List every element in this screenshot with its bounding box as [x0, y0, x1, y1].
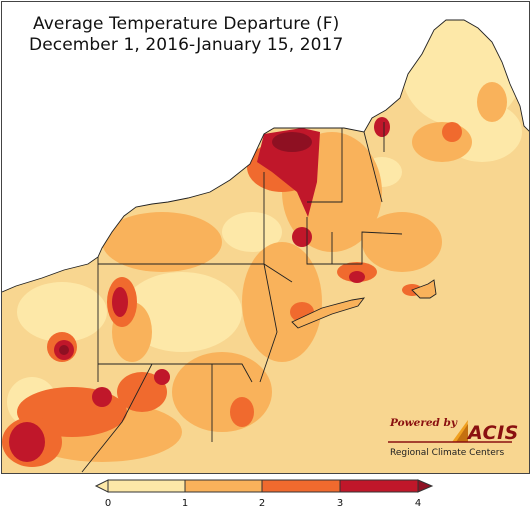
legend-tick-1: 1: [181, 498, 189, 509]
boundaries: [2, 19, 529, 473]
acis-name-label: ACIS: [468, 422, 519, 444]
zone-3-4: [9, 117, 390, 462]
cape-cod: [411, 279, 437, 299]
long-island: [291, 297, 366, 329]
title-line-1: Average Temperature Departure (F): [33, 14, 340, 34]
legend-arrow-right: [417, 479, 434, 493]
legend-band-2: [261, 479, 341, 493]
zone-4-plus: [59, 132, 312, 355]
legend-arrow-left: [94, 479, 109, 493]
title-line-2: December 1, 2016-January 15, 2017: [29, 35, 344, 55]
map-frame: Average Temperature Departure (F) Decemb…: [1, 1, 530, 474]
legend-band-3: [339, 479, 419, 493]
legend-colorbar: [94, 479, 434, 493]
legend-band-0: [107, 479, 186, 493]
acis-swoosh-icon: [388, 420, 512, 443]
legend-tick-2: 2: [258, 498, 266, 509]
powered-by-label: Powered by: [390, 417, 457, 429]
temperature-departure-map: [2, 2, 529, 473]
legend-band-1: [184, 479, 263, 493]
map-title: Average Temperature Departure (F) Decemb…: [29, 14, 343, 56]
legend-tick-0: 0: [104, 498, 112, 509]
legend-tick-4: 4: [414, 498, 422, 509]
color-legend: 0 1 2 3 4: [0, 476, 531, 511]
legend-tick-3: 3: [336, 498, 344, 509]
acis-subtitle-label: Regional Climate Centers: [390, 448, 505, 458]
